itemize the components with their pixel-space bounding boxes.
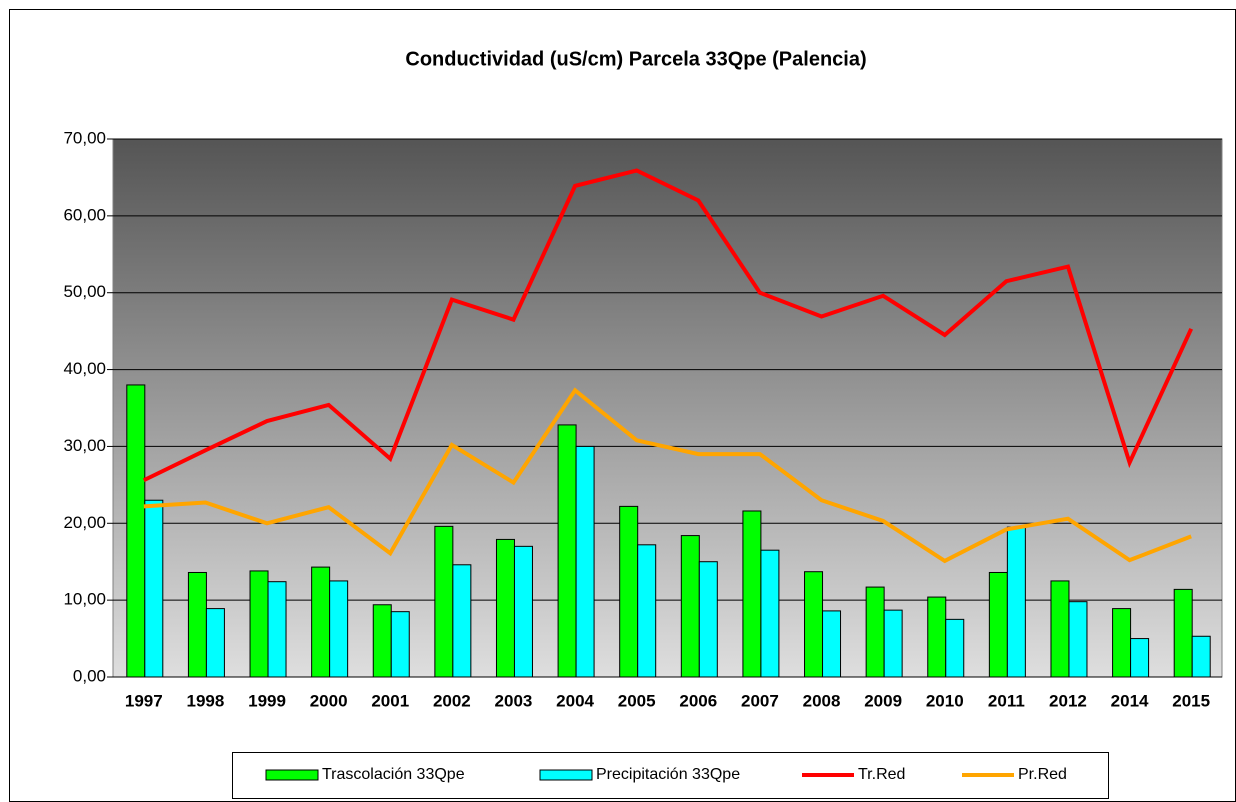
bar <box>575 445 595 678</box>
bar <box>1130 638 1150 678</box>
x-tick-label: 2003 <box>495 691 533 710</box>
bar <box>1112 608 1132 678</box>
bar <box>513 545 533 678</box>
bar <box>945 618 965 678</box>
bar <box>187 571 207 678</box>
bar <box>434 525 454 678</box>
plot-area <box>112 138 1223 678</box>
bar <box>619 505 639 678</box>
bar <box>557 424 577 678</box>
bar <box>1050 580 1070 678</box>
y-tick-label: 40,00 <box>63 359 106 378</box>
bar <box>372 604 392 678</box>
bar <box>804 571 824 678</box>
x-tick-label: 2001 <box>371 691 409 710</box>
bar <box>452 564 472 678</box>
bar <box>205 608 225 678</box>
x-tick-label: 2014 <box>1111 691 1149 710</box>
legend-swatch <box>539 769 593 781</box>
chart-title: Conductividad (uS/cm) Parcela 33Qpe (Pal… <box>405 48 866 70</box>
x-tick-label: 2011 <box>988 691 1025 710</box>
bar <box>760 549 780 678</box>
y-tick-label: 20,00 <box>63 513 106 532</box>
x-tick-label: 2007 <box>741 691 779 710</box>
legend-swatch <box>265 769 319 781</box>
x-tick-label: 1998 <box>187 691 225 710</box>
y-tick-label: 70,00 <box>63 128 106 147</box>
x-tick-label: 2015 <box>1172 691 1210 710</box>
bar <box>988 571 1008 678</box>
x-tick-label: 2012 <box>1049 691 1087 710</box>
legend-label: Precipitación 33Qpe <box>596 766 740 783</box>
bar <box>927 596 947 678</box>
bar <box>865 586 885 678</box>
y-tick-label: 10,00 <box>63 590 106 609</box>
legend-label: Tr.Red <box>858 766 905 783</box>
x-tick-label: 1997 <box>125 691 163 710</box>
bar <box>680 535 700 678</box>
x-tick-label: 2000 <box>310 691 348 710</box>
bar <box>249 570 269 678</box>
bar <box>1191 635 1211 678</box>
bar <box>822 610 842 678</box>
bar <box>883 609 903 678</box>
bar <box>144 499 164 678</box>
x-tick-label: 2002 <box>433 691 471 710</box>
legend-label: Trascolación 33Qpe <box>322 766 465 783</box>
line <box>142 168 1194 483</box>
bar <box>1006 526 1026 678</box>
x-tick-label: 2009 <box>864 691 902 710</box>
bar <box>495 538 515 678</box>
bar <box>637 544 657 678</box>
y-tick-label: 30,00 <box>63 436 106 455</box>
line <box>143 387 1192 564</box>
legend-label: Pr.Red <box>1018 766 1067 783</box>
y-tick-label: 50,00 <box>63 282 106 301</box>
bar <box>698 561 718 678</box>
x-tick-label: 2004 <box>556 691 594 710</box>
x-tick-label: 2006 <box>679 691 717 710</box>
bar <box>1173 588 1193 678</box>
x-tick-label: 2010 <box>926 691 964 710</box>
y-tick-label: 0,00 <box>73 666 106 685</box>
x-tick-label: 2008 <box>803 691 841 710</box>
bar <box>311 566 331 678</box>
x-tick-label: 1999 <box>248 691 286 710</box>
bar <box>742 510 762 678</box>
bar <box>1068 601 1088 678</box>
y-tick-label: 60,00 <box>63 205 106 224</box>
bar <box>329 580 349 678</box>
bar <box>390 611 410 678</box>
bar <box>267 581 287 678</box>
bar <box>126 384 146 678</box>
x-tick-label: 2005 <box>618 691 656 710</box>
